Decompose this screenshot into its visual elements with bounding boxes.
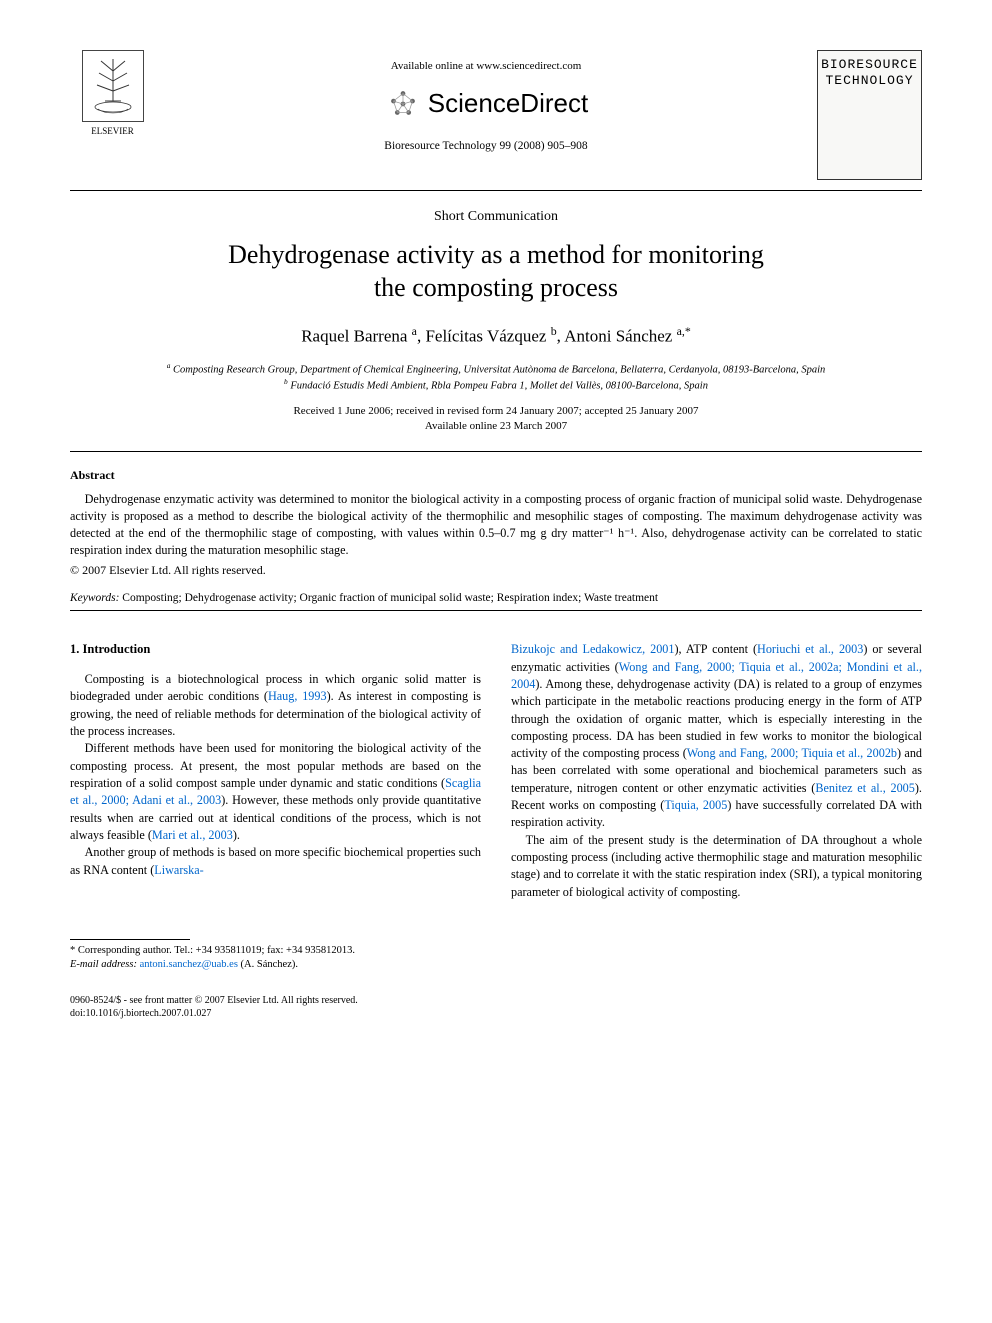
sciencedirect-logo: ScienceDirect xyxy=(384,84,588,122)
abstract-text: Dehydrogenase enzymatic activity was det… xyxy=(70,491,922,559)
abstract-top-rule xyxy=(70,451,922,452)
right-paragraph-2: The aim of the present study is the dete… xyxy=(511,832,922,901)
elsevier-logo: ELSEVIER xyxy=(70,50,155,136)
keywords-label: Keywords: xyxy=(70,592,119,604)
elsevier-label: ELSEVIER xyxy=(91,126,134,136)
page-footer: 0960-8524/$ - see front matter © 2007 El… xyxy=(70,994,922,1020)
reference-link[interactable]: Tiquia, 2005 xyxy=(664,798,727,812)
reference-link[interactable]: Mari et al., 2003 xyxy=(152,828,233,842)
journal-title-line1: BIORESOURCE xyxy=(820,57,919,73)
footnote-rule xyxy=(70,939,190,940)
sciencedirect-atom-icon xyxy=(384,84,422,122)
left-paragraph-3: Another group of methods is based on mor… xyxy=(70,844,481,879)
abstract-heading: Abstract xyxy=(70,468,922,483)
reference-link[interactable]: Wong and Fang, 2000; Tiquia et al., 2002… xyxy=(687,746,897,760)
article-page: ELSEVIER Available online at www.science… xyxy=(0,0,992,1060)
citation-line: Bioresource Technology 99 (2008) 905–908 xyxy=(155,140,817,152)
email-link[interactable]: antoni.sanchez@uab.es xyxy=(140,959,238,970)
journal-title-line2: TECHNOLOGY xyxy=(820,73,919,89)
center-header: Available online at www.sciencedirect.co… xyxy=(155,50,817,152)
section-1-heading: 1. Introduction xyxy=(70,641,481,659)
reference-link[interactable]: Haug, 1993 xyxy=(268,689,327,703)
keywords-rule xyxy=(70,610,922,611)
reference-link[interactable]: Liwarska- xyxy=(154,863,203,877)
keywords: Keywords: Composting; Dehydrogenase acti… xyxy=(70,592,922,604)
left-paragraph-2: Different methods have been used for mon… xyxy=(70,740,481,844)
left-column: 1. Introduction Composting is a biotechn… xyxy=(70,641,481,972)
author-list: Raquel Barrena a, Felícitas Vázquez b, A… xyxy=(70,324,922,347)
article-title: Dehydrogenase activity as a method for m… xyxy=(100,239,892,304)
elsevier-tree-icon xyxy=(82,50,144,122)
abstract-copyright: © 2007 Elsevier Ltd. All rights reserved… xyxy=(70,563,922,578)
reference-link[interactable]: Bizukojc and Ledakowicz, 2001 xyxy=(511,642,675,656)
right-paragraph-1: Bizukojc and Ledakowicz, 2001), ATP cont… xyxy=(511,641,922,832)
left-paragraph-1: Composting is a biotechnological process… xyxy=(70,671,481,740)
header-rule xyxy=(70,190,922,191)
article-dates: Received 1 June 2006; received in revise… xyxy=(70,404,922,435)
available-online-text: Available online at www.sciencedirect.co… xyxy=(155,60,817,72)
journal-cover: BIORESOURCE TECHNOLOGY xyxy=(817,50,922,180)
article-type: Short Communication xyxy=(70,209,922,225)
reference-link[interactable]: Horiuchi et al., 2003 xyxy=(757,642,863,656)
reference-link[interactable]: Benitez et al., 2005 xyxy=(815,781,915,795)
affiliations: a Composting Research Group, Department … xyxy=(70,361,922,394)
right-column: Bizukojc and Ledakowicz, 2001), ATP cont… xyxy=(511,641,922,972)
corresponding-author-footnote: * Corresponding author. Tel.: +34 935811… xyxy=(70,944,481,972)
keywords-text: Composting; Dehydrogenase activity; Orga… xyxy=(119,592,658,604)
body-columns: 1. Introduction Composting is a biotechn… xyxy=(70,641,922,972)
sciencedirect-text: ScienceDirect xyxy=(428,88,588,119)
page-header: ELSEVIER Available online at www.science… xyxy=(70,50,922,180)
